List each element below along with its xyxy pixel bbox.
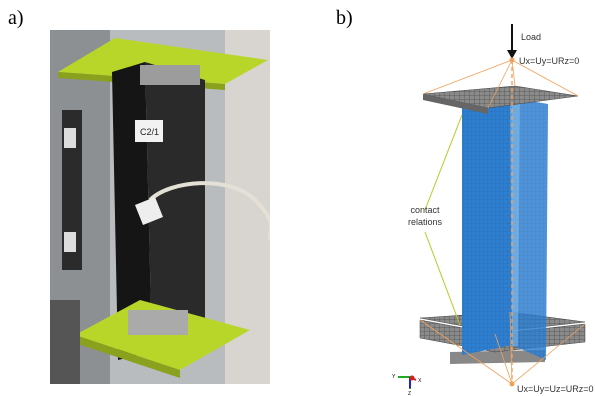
figure: a) b) C2/1 — [0, 0, 595, 396]
bc-label: Ux=Uy=Uz=URz=0 — [517, 384, 594, 394]
contact-label: contact — [410, 205, 440, 215]
axis-label: Y — [392, 374, 396, 380]
photo-tag: C2/1 — [140, 127, 159, 137]
panel-label: b) — [336, 7, 353, 29]
axis-label: X — [418, 378, 422, 384]
photo: C2/1 — [50, 30, 271, 384]
contact-label: relations — [408, 217, 443, 227]
load-label: Load — [521, 32, 541, 42]
panel-label: a) — [8, 7, 24, 29]
bc-label: Ux=Uy=URz=0 — [519, 56, 579, 66]
axis-label: Z — [408, 391, 411, 396]
page: {"panels": [ {"label": "a)", "photo_tag"… — [0, 0, 595, 396]
